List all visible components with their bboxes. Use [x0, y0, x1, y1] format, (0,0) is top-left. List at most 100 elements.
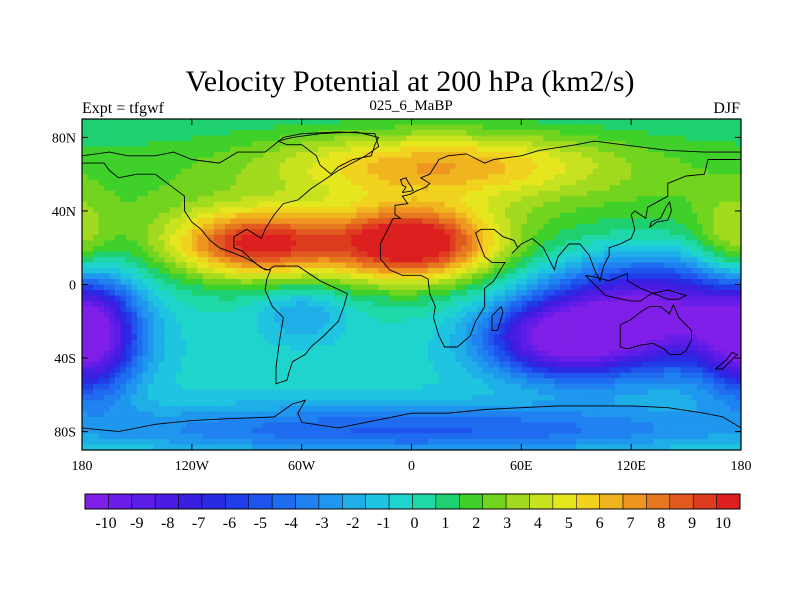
field-cell — [521, 190, 528, 197]
field-cell — [565, 339, 572, 346]
field-cell — [460, 317, 468, 324]
field-cell — [642, 262, 649, 269]
field-cell — [565, 130, 572, 137]
field-cell — [664, 190, 671, 197]
field-cell — [548, 163, 555, 170]
field-cell — [735, 267, 741, 275]
field-cell — [730, 141, 737, 148]
field-cell — [537, 290, 544, 297]
field-cell — [642, 141, 649, 148]
field-cell — [521, 251, 528, 258]
field-cell — [510, 267, 517, 275]
field-cell — [515, 284, 522, 291]
field-cell — [576, 262, 583, 269]
field-cell — [609, 295, 616, 302]
field-cell — [719, 323, 726, 330]
field-cell — [142, 229, 149, 236]
field-cell — [351, 345, 358, 352]
field-cell — [384, 273, 391, 280]
field-cell — [669, 218, 676, 225]
field-cell — [334, 146, 341, 153]
field-cell — [708, 301, 715, 308]
field-cell — [125, 163, 133, 170]
field-cell — [460, 229, 468, 236]
field-cell — [576, 295, 583, 302]
field-cell — [548, 245, 555, 252]
field-cell — [702, 256, 709, 264]
field-cell — [103, 256, 111, 264]
field-cell — [477, 174, 484, 181]
field-cell — [735, 334, 741, 341]
field-cell — [702, 207, 709, 214]
field-cell — [708, 278, 715, 286]
field-cell — [323, 301, 330, 308]
field-cell — [208, 317, 215, 324]
field-cell — [647, 130, 654, 137]
field-cell — [406, 174, 413, 181]
field-cell — [598, 212, 605, 219]
field-cell — [142, 146, 149, 153]
field-cell — [290, 251, 297, 258]
field-cell — [345, 240, 352, 247]
field-cell — [587, 334, 594, 341]
field-cell — [279, 179, 286, 186]
field-cell — [400, 234, 407, 241]
field-cell — [686, 267, 693, 275]
field-cell — [329, 119, 336, 126]
field-cell — [169, 339, 176, 346]
field-cell — [658, 234, 665, 241]
field-cell — [609, 245, 616, 252]
field-cell — [114, 141, 122, 148]
field-cell — [587, 301, 594, 308]
field-cell — [400, 251, 407, 258]
field-cell — [570, 179, 577, 186]
field-cell — [142, 345, 149, 352]
field-cell — [384, 196, 391, 203]
field-cell — [274, 174, 281, 181]
field-cell — [554, 262, 561, 269]
field-cell — [449, 119, 457, 126]
field-cell — [378, 262, 385, 269]
field-cell — [136, 212, 144, 219]
field-cell — [449, 185, 457, 192]
field-cell — [697, 240, 704, 247]
field-cell — [675, 251, 682, 258]
field-cell — [493, 312, 500, 319]
field-cell — [554, 334, 561, 341]
field-cell — [697, 130, 704, 137]
field-cell — [669, 152, 676, 159]
field-cell — [307, 146, 314, 153]
field-cell — [345, 218, 352, 225]
field-cell — [285, 339, 292, 346]
field-cell — [719, 119, 726, 126]
field-cell — [384, 284, 391, 291]
field-cell — [416, 157, 424, 164]
field-cell — [433, 345, 440, 352]
field-cell — [658, 306, 665, 313]
field-cell — [532, 141, 539, 148]
field-cell — [191, 174, 198, 181]
field-cell — [532, 323, 539, 330]
field-cell — [422, 218, 429, 225]
field-cell — [493, 218, 500, 225]
field-cell — [449, 273, 457, 280]
field-cell — [427, 234, 435, 241]
field-cell — [658, 157, 665, 164]
field-cell — [526, 223, 533, 230]
field-cell — [570, 234, 577, 241]
field-cell — [708, 339, 715, 346]
field-cell — [636, 339, 643, 346]
field-cell — [87, 124, 94, 131]
field-cell — [378, 251, 385, 258]
field-cell — [499, 295, 506, 302]
field-cell — [224, 196, 231, 203]
field-cell — [724, 251, 731, 258]
field-cell — [422, 345, 429, 352]
field-cell — [691, 157, 698, 164]
field-cell — [103, 157, 111, 164]
field-cell — [406, 267, 413, 275]
field-cell — [647, 312, 654, 319]
field-cell — [351, 207, 358, 214]
field-cell — [389, 141, 396, 148]
field-cell — [224, 185, 231, 192]
